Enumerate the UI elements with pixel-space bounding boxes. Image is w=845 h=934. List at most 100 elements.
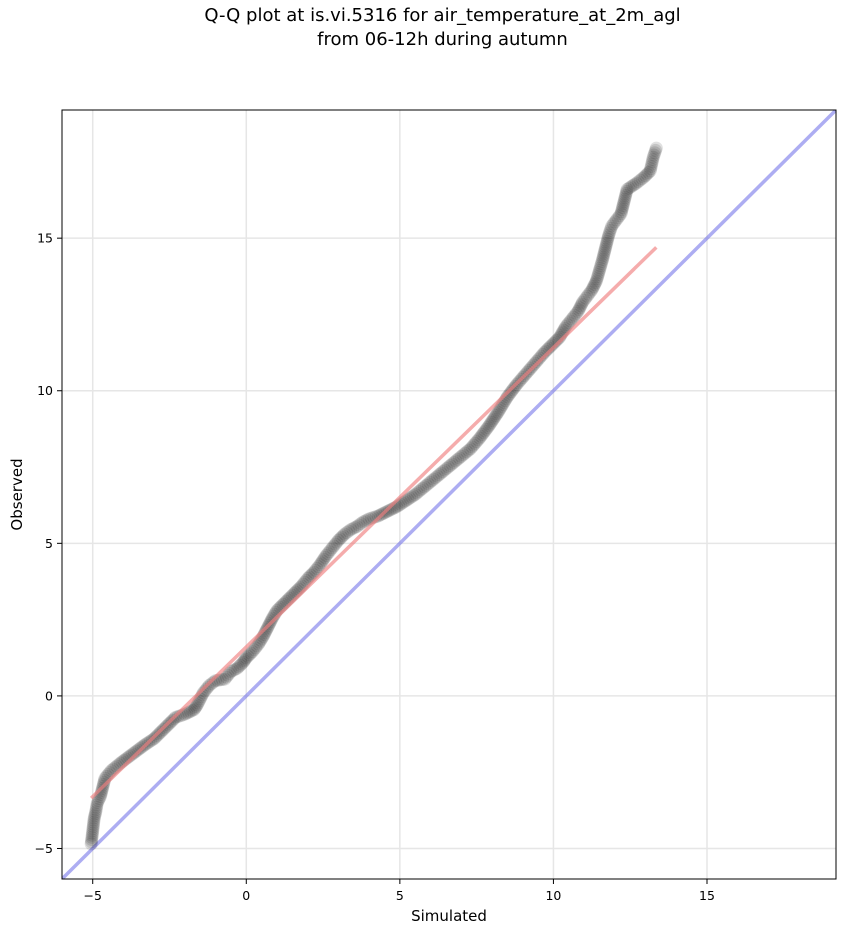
data-point <box>87 815 101 829</box>
data-point <box>348 521 362 535</box>
data-point <box>384 502 398 516</box>
data-point <box>533 351 547 365</box>
data-point <box>358 514 372 528</box>
data-point <box>490 407 504 421</box>
data-point <box>562 316 576 330</box>
data-point <box>563 314 577 328</box>
data-point <box>319 549 333 563</box>
data-point <box>481 421 495 435</box>
data-point <box>647 148 661 162</box>
data-point <box>207 675 221 689</box>
data-point <box>324 543 338 557</box>
data-point <box>599 238 613 252</box>
data-point <box>482 419 496 433</box>
data-point <box>325 541 339 555</box>
y-tick-label: −5 <box>35 841 53 856</box>
data-point <box>419 478 433 492</box>
data-point <box>598 242 612 256</box>
data-point <box>317 552 331 566</box>
data-point <box>648 146 662 160</box>
data-point <box>614 207 628 221</box>
data-point <box>330 535 344 549</box>
data-point <box>645 155 659 169</box>
data-point <box>86 824 100 838</box>
data-point <box>427 472 441 486</box>
data-point <box>91 794 105 808</box>
data-point <box>597 246 611 260</box>
data-point <box>590 272 604 286</box>
data-point <box>226 663 240 677</box>
data-point <box>89 803 103 817</box>
data-point <box>327 539 341 553</box>
data-point <box>574 299 588 313</box>
data-point <box>591 270 605 284</box>
data-point <box>568 308 582 322</box>
data-point <box>430 469 444 483</box>
data-point <box>643 164 657 178</box>
data-point <box>414 483 428 497</box>
y-tick-label: 5 <box>45 536 53 551</box>
data-point <box>222 666 236 680</box>
data-point <box>405 490 419 504</box>
data-point <box>587 279 601 293</box>
data-point <box>575 297 589 311</box>
data-point <box>452 451 466 465</box>
data-point <box>249 641 262 655</box>
data-point <box>239 651 253 665</box>
data-point <box>85 828 99 842</box>
data-point <box>479 422 493 436</box>
data-point <box>464 442 477 456</box>
data-point <box>241 649 255 663</box>
x-axis-label: Simulated <box>411 907 487 925</box>
chart-title-line-1: Q-Q plot at is.vi.5316 for air_temperatu… <box>204 5 681 26</box>
data-point <box>588 278 602 292</box>
data-point <box>187 703 201 717</box>
x-tick-label: −5 <box>83 888 101 903</box>
data-point <box>646 150 660 164</box>
data-point <box>416 481 430 495</box>
data-point <box>609 213 623 227</box>
data-point <box>635 172 649 186</box>
data-point <box>346 522 360 536</box>
data-point <box>85 826 99 840</box>
data-point <box>589 274 603 288</box>
data-point <box>90 796 104 810</box>
data-point <box>579 291 593 305</box>
data-point <box>185 704 199 718</box>
data-point <box>438 463 452 477</box>
data-point <box>425 474 439 488</box>
data-point <box>235 657 249 671</box>
data-point <box>615 205 629 219</box>
data-point <box>602 226 616 240</box>
data-point <box>616 201 630 215</box>
data-point <box>340 526 354 540</box>
data-point <box>97 775 111 789</box>
data-point <box>611 211 625 225</box>
data-point <box>84 837 98 851</box>
data-point <box>86 817 100 831</box>
data-point <box>470 435 484 449</box>
data-point <box>474 429 488 443</box>
data-point <box>637 170 651 184</box>
data-point <box>620 184 634 198</box>
data-point <box>600 236 614 250</box>
data-point <box>95 784 109 798</box>
y-axis-label: Observed <box>8 458 26 530</box>
data-point <box>436 465 450 479</box>
data-point <box>85 833 99 847</box>
data-point <box>408 488 422 501</box>
data-point <box>591 267 605 281</box>
identity-line <box>62 110 836 879</box>
data-point <box>183 704 197 718</box>
fit-line <box>89 246 658 800</box>
data-point <box>88 807 102 821</box>
data-point <box>492 403 506 417</box>
data-point <box>131 743 145 757</box>
data-point <box>333 532 347 546</box>
data-point <box>571 304 585 318</box>
data-point <box>460 445 474 459</box>
data-point <box>434 466 448 480</box>
data-point <box>244 646 258 660</box>
data-point <box>465 440 479 454</box>
